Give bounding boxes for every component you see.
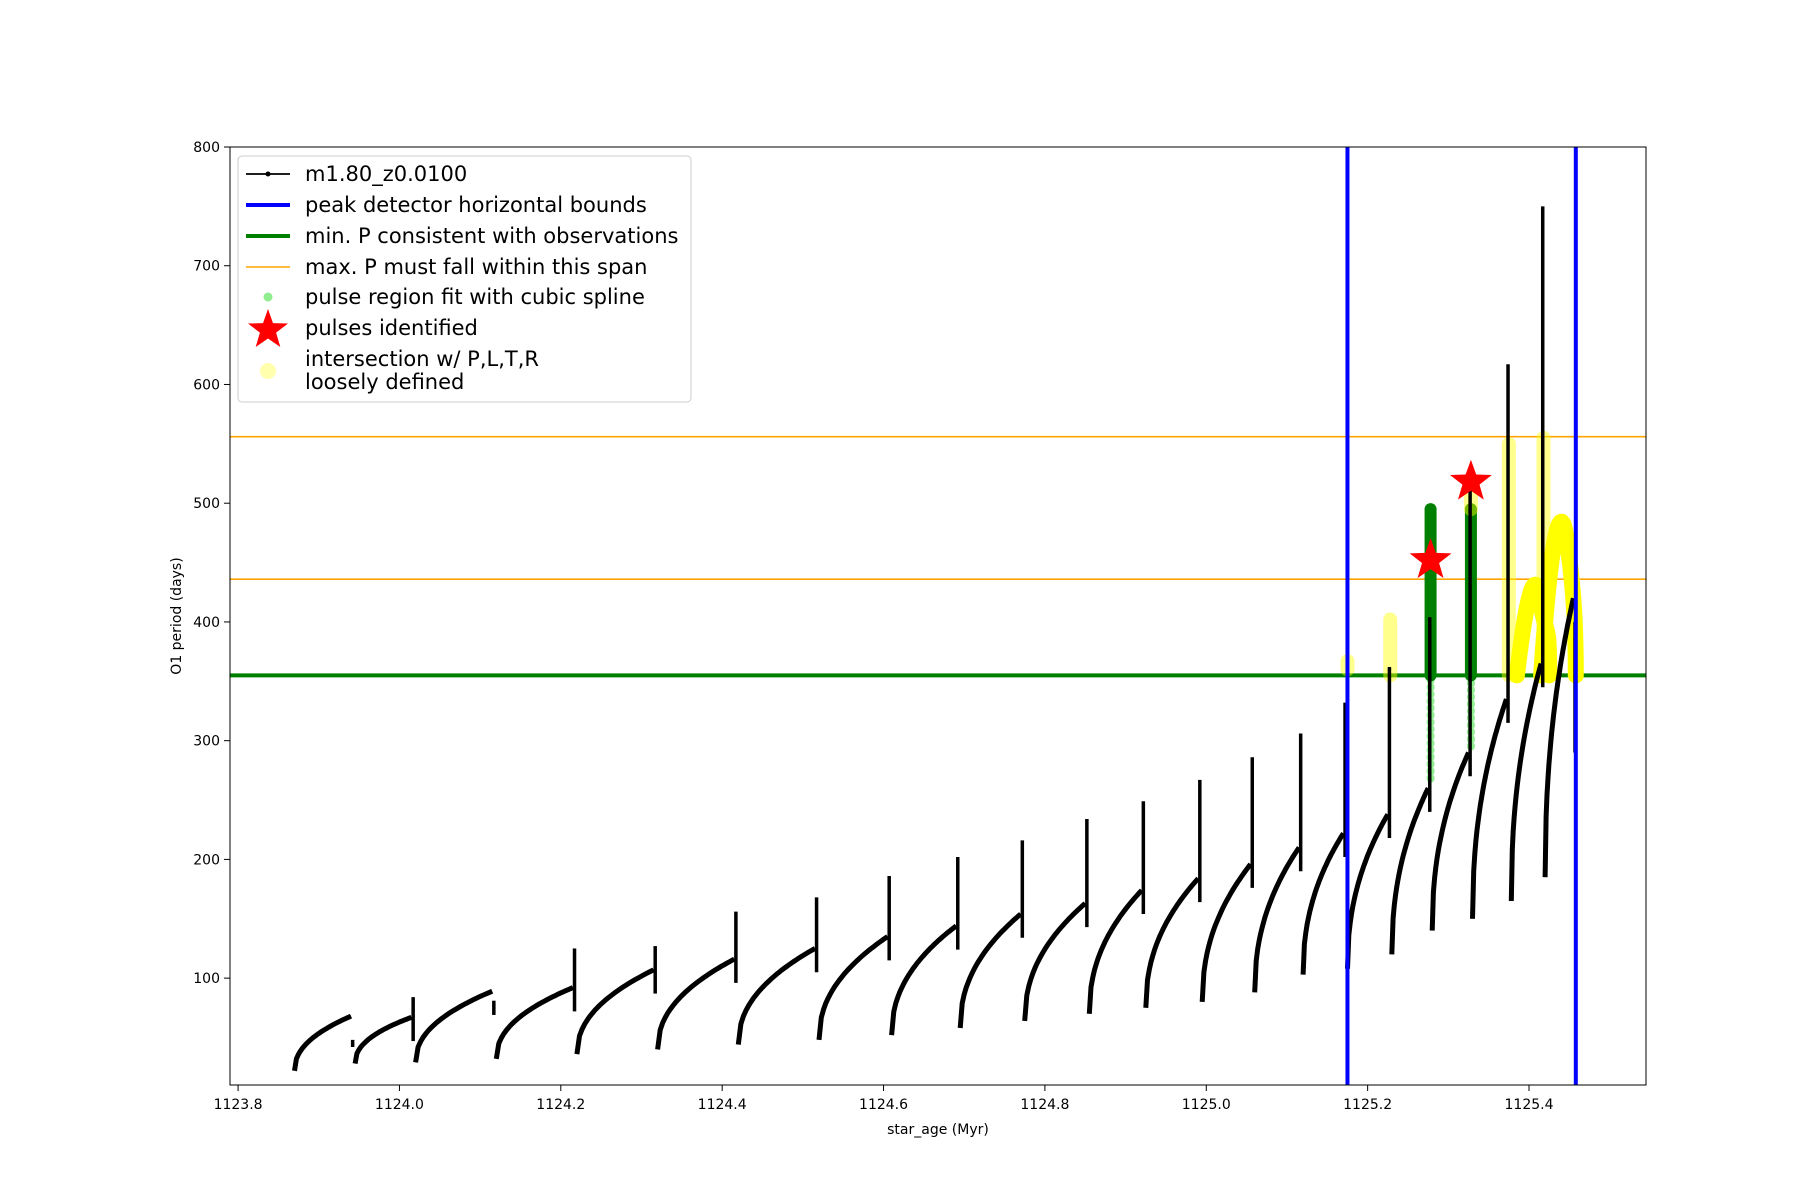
series-segment-3 xyxy=(493,985,574,1060)
x-tick-label-5: 1124.8 xyxy=(1020,1097,1069,1113)
legend-label-2: min. P consistent with observations xyxy=(305,224,678,248)
x-tick-label-3: 1124.4 xyxy=(698,1097,747,1113)
series-segment-8 xyxy=(889,923,958,1036)
series-segment-19 xyxy=(1470,698,1509,919)
x-tick-label-4: 1124.6 xyxy=(859,1097,908,1113)
legend-label-3: max. P must fall within this span xyxy=(305,255,647,279)
legend-box xyxy=(237,155,692,403)
legend-label-6: intersection w/ P,L,T,R xyxy=(305,347,539,371)
x-tick-label-0: 1123.8 xyxy=(214,1097,263,1113)
series-segment-1 xyxy=(352,1014,413,1065)
series-segment-2 xyxy=(413,988,494,1063)
x-tick-label-1: 1124.0 xyxy=(375,1097,424,1113)
pulse-identified-star-0 xyxy=(1409,538,1452,578)
legend-marker-0 xyxy=(265,171,271,177)
x-tick-label-6: 1125.0 xyxy=(1182,1097,1231,1113)
y-tick-label-2: 300 xyxy=(193,734,220,750)
legend-handle-6 xyxy=(260,363,276,379)
series-segment-4 xyxy=(574,967,655,1055)
series-segment-15 xyxy=(1300,831,1346,975)
series-segment-12 xyxy=(1143,876,1201,1008)
x-tick-label-8: 1125.4 xyxy=(1505,1097,1554,1113)
series-segment-5 xyxy=(655,956,736,1050)
series-segment-7 xyxy=(816,934,889,1041)
legend-label-6-line2: loosely defined xyxy=(305,370,464,394)
legend-label-5: pulses identified xyxy=(305,316,478,340)
plot-frame xyxy=(229,146,1647,1086)
series-segment-10 xyxy=(1022,901,1087,1022)
plot-content xyxy=(230,147,1646,1085)
series-segment-9 xyxy=(957,912,1023,1029)
y-axis-label: O1 period (days) xyxy=(169,557,185,674)
y-tick-label-1: 200 xyxy=(193,852,220,868)
x-axis-label: star_age (Myr) xyxy=(887,1122,989,1138)
legend-label-4: pulse region fit with cubic spline xyxy=(305,285,645,309)
loose-hump-1 xyxy=(1533,513,1584,684)
y-tick-label-0: 100 xyxy=(193,971,220,987)
pulse-identified-star-1 xyxy=(1450,459,1492,500)
y-tick-label-7: 800 xyxy=(193,140,220,156)
series-segment-16 xyxy=(1345,813,1390,969)
legend-label-0: m1.80_z0.0100 xyxy=(305,162,467,187)
y-tick-label-6: 700 xyxy=(193,259,220,275)
series-segment-21 xyxy=(1542,597,1576,878)
legend-label-1: peak detector horizontal bounds xyxy=(305,193,647,217)
legend-handle-5 xyxy=(248,309,288,347)
x-tick-label-7: 1125.2 xyxy=(1343,1097,1392,1113)
series-segment-17 xyxy=(1389,787,1431,955)
series-segment-13 xyxy=(1199,862,1253,1003)
x-tick-label-2: 1124.2 xyxy=(536,1097,585,1113)
y-tick-label-3: 400 xyxy=(193,615,220,631)
series-segment-6 xyxy=(735,946,817,1045)
x-axis-ticks: 1123.8 1124.0 1124.2 1124.4 1124.6 1124.8 1125… xyxy=(214,1085,1554,1113)
series-segment-14 xyxy=(1252,846,1302,993)
series-segment-20 xyxy=(1508,662,1544,902)
y-axis-ticks: 100 200 300 400 500 600 700 800 xyxy=(193,140,230,987)
y-tick-label-5: 600 xyxy=(193,377,220,393)
series-segment-0 xyxy=(292,1013,353,1072)
series-segment-11 xyxy=(1086,888,1144,1014)
series-segment-18 xyxy=(1429,751,1471,931)
y-tick-label-4: 500 xyxy=(193,496,220,512)
legend-handle-4 xyxy=(263,292,273,302)
